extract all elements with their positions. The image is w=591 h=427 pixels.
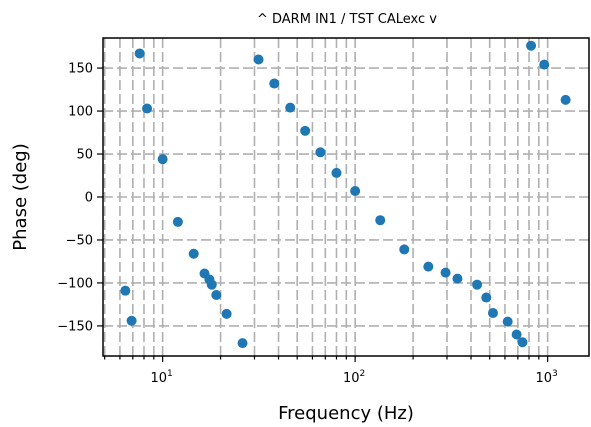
y-tick-label: 100 bbox=[68, 105, 93, 120]
data-point bbox=[560, 94, 571, 105]
y-tick-labels: 150 100 50 0 −50 −100 −150 bbox=[57, 62, 93, 335]
data-point bbox=[120, 285, 131, 296]
data-point bbox=[172, 216, 183, 227]
plot-frame bbox=[102, 37, 590, 357]
data-point bbox=[526, 40, 537, 51]
data-point bbox=[142, 103, 153, 114]
data-point bbox=[440, 267, 451, 278]
data-point bbox=[511, 329, 522, 340]
data-point bbox=[472, 279, 483, 290]
data-point bbox=[134, 48, 145, 59]
y-axis-label: Phase (deg) bbox=[10, 143, 31, 250]
data-point bbox=[269, 78, 280, 89]
data-point bbox=[157, 154, 168, 165]
x-tick-label: 103 bbox=[536, 369, 558, 386]
data-point bbox=[517, 337, 528, 348]
y-tick-label: 0 bbox=[85, 191, 93, 206]
axis-ticks bbox=[97, 67, 549, 362]
data-point bbox=[300, 125, 311, 136]
data-point bbox=[211, 289, 222, 300]
grid-lines bbox=[103, 38, 589, 356]
data-point bbox=[237, 338, 248, 349]
data-point bbox=[502, 316, 513, 327]
y-tick-label: −100 bbox=[57, 276, 93, 291]
data-point bbox=[315, 147, 326, 158]
y-tick-label: 50 bbox=[76, 148, 93, 163]
data-point bbox=[423, 261, 434, 272]
chart-title: ^ DARM IN1 / TST CALexc v bbox=[257, 12, 437, 27]
data-point bbox=[188, 248, 199, 259]
x-tick-labels: 101 102 103 bbox=[150, 369, 557, 386]
data-point bbox=[487, 308, 498, 319]
data-point bbox=[331, 167, 342, 178]
data-point bbox=[126, 315, 137, 326]
data-point bbox=[285, 102, 296, 113]
data-point bbox=[253, 54, 264, 65]
y-tick-label: −150 bbox=[57, 319, 93, 334]
y-tick-label: 150 bbox=[68, 62, 93, 77]
data-point bbox=[350, 185, 361, 196]
x-axis-label: Frequency (Hz) bbox=[278, 403, 414, 424]
data-point bbox=[399, 244, 410, 255]
data-point bbox=[452, 273, 463, 284]
data-point bbox=[375, 215, 386, 226]
x-tick-label: 101 bbox=[150, 369, 172, 386]
data-point bbox=[206, 279, 217, 290]
data-point bbox=[539, 59, 550, 70]
x-tick-label: 102 bbox=[343, 369, 365, 386]
data-point bbox=[221, 308, 232, 319]
data-points bbox=[120, 40, 571, 349]
data-point bbox=[481, 292, 492, 303]
y-tick-label: −50 bbox=[66, 233, 93, 248]
